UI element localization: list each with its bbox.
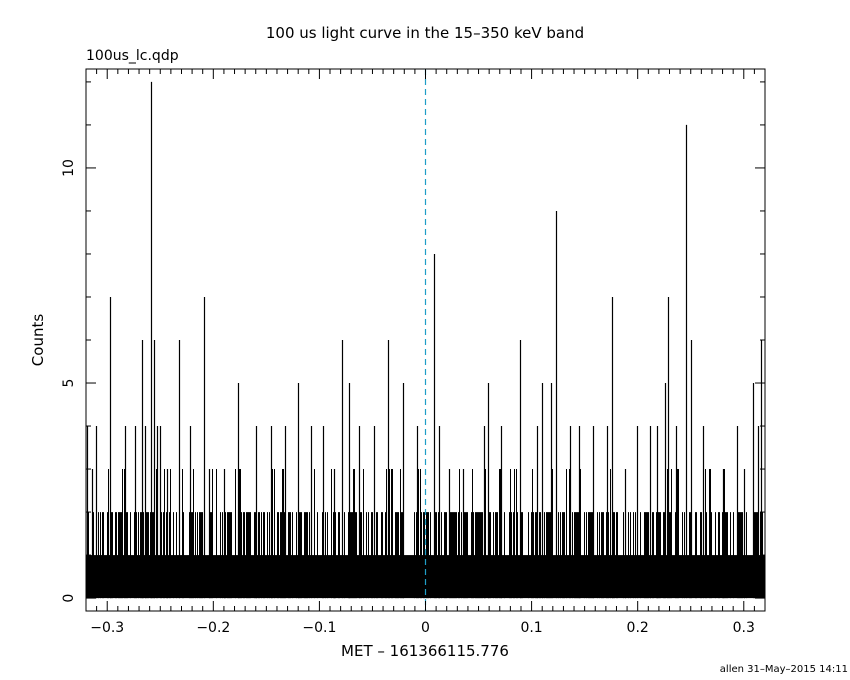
x-tick-label: 0.1 — [520, 620, 542, 636]
axis-ticks — [85, 69, 766, 611]
file-name: 100us_lc.qdp — [86, 48, 179, 64]
x-tick-label: 0.3 — [733, 620, 755, 636]
x-tick-label: −0.2 — [196, 620, 230, 636]
x-tick-label: 0 — [421, 620, 430, 636]
x-axis-label: MET – 161366115.776 — [341, 642, 509, 660]
chart-title: 100 us light curve in the 15–350 keV ban… — [266, 24, 584, 42]
axis-tick-labels: −0.3 −0.2 −0.1 0 0.1 0.2 0.3 0 5 10 — [61, 159, 755, 636]
x-tick-label: 0.2 — [627, 620, 649, 636]
y-tick-label: 0 — [61, 594, 77, 603]
footer-timestamp: allen 31–May–2015 14:11 — [720, 664, 848, 675]
y-tick-label: 5 — [61, 379, 77, 388]
count-bars — [86, 81, 765, 599]
y-axis-label: Counts — [29, 314, 47, 367]
x-tick-label: −0.1 — [302, 620, 336, 636]
x-tick-label: −0.3 — [90, 620, 124, 636]
y-tick-label: 10 — [61, 159, 77, 177]
